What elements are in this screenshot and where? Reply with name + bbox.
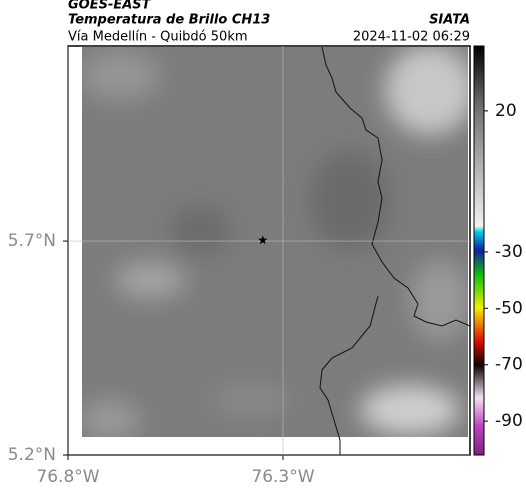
colorbar-label: -30 bbox=[495, 242, 523, 262]
x-tick-label: 76.8°W bbox=[36, 467, 99, 487]
title: Temperatura de Brillo CH13 bbox=[68, 13, 270, 28]
y-tick-label: 5.2°N bbox=[8, 445, 56, 465]
colorbar-label: -90 bbox=[495, 411, 523, 431]
colorbar bbox=[473, 45, 485, 456]
colorbar-label: -50 bbox=[495, 298, 523, 318]
subtitle: Vía Medellín - Quibdó 50km bbox=[68, 30, 248, 45]
location-marker bbox=[258, 235, 268, 245]
colorbar-label: -70 bbox=[495, 355, 523, 375]
x-tick-label: 76.3°W bbox=[251, 467, 314, 487]
satellite-image bbox=[82, 47, 468, 437]
satellite: GOES-EAST bbox=[68, 0, 152, 13]
border-line bbox=[319, 46, 471, 455]
colorbar-label: 20 bbox=[495, 101, 517, 121]
timestamp: 2024-11-02 06:29 bbox=[353, 30, 470, 45]
y-tick-label: 5.7°N bbox=[8, 231, 56, 251]
source: SIATA bbox=[429, 13, 470, 28]
